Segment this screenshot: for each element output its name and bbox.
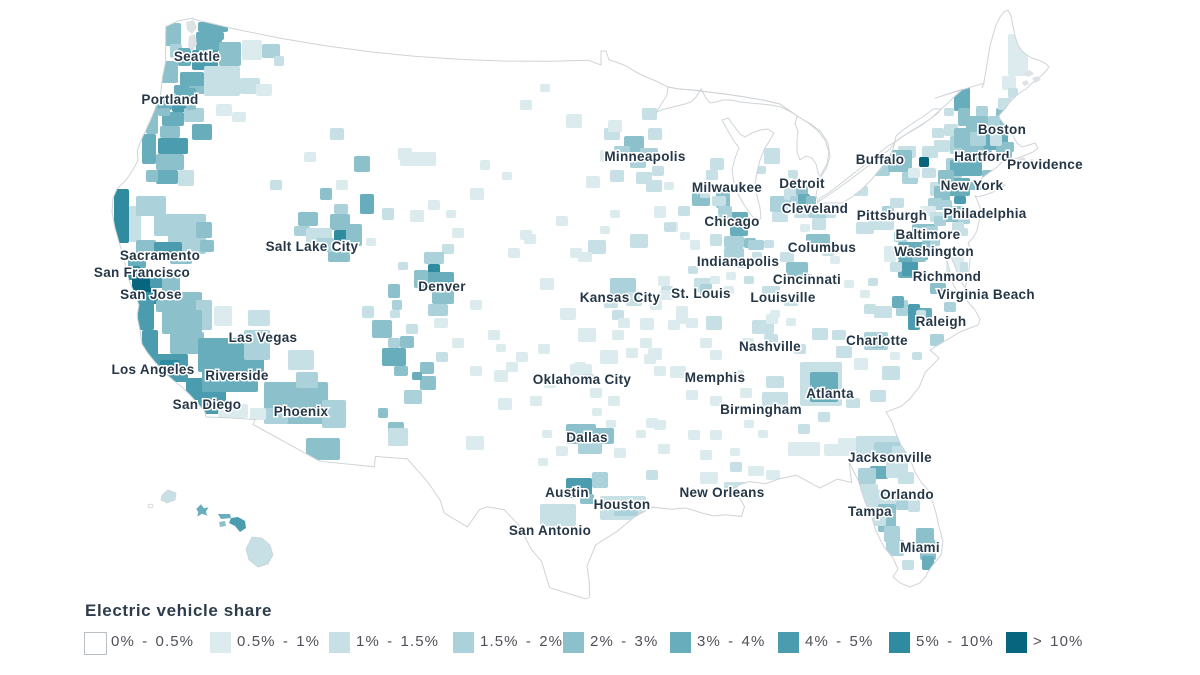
- svg-text:Buffalo: Buffalo: [856, 152, 905, 167]
- svg-text:Raleigh: Raleigh: [916, 314, 967, 329]
- svg-text:Oklahoma City: Oklahoma City: [533, 372, 632, 387]
- svg-text:San Jose: San Jose: [120, 287, 182, 302]
- svg-text:Salt Lake City: Salt Lake City: [266, 239, 359, 254]
- svg-text:Houston: Houston: [594, 497, 651, 512]
- svg-text:Louisville: Louisville: [750, 290, 815, 305]
- svg-text:New Orleans: New Orleans: [679, 485, 764, 500]
- svg-text:Pittsburgh: Pittsburgh: [857, 208, 928, 223]
- svg-text:Boston: Boston: [978, 122, 1026, 137]
- svg-text:Birmingham: Birmingham: [720, 402, 802, 417]
- svg-text:Nashville: Nashville: [739, 339, 801, 354]
- svg-text:Jacksonville: Jacksonville: [848, 450, 932, 465]
- svg-text:St. Louis: St. Louis: [671, 286, 731, 301]
- svg-text:Cincinnati: Cincinnati: [773, 272, 841, 287]
- svg-text:Austin: Austin: [545, 485, 589, 500]
- svg-text:Sacramento: Sacramento: [120, 248, 200, 263]
- svg-text:Miami: Miami: [900, 540, 940, 555]
- svg-text:New York: New York: [941, 178, 1004, 193]
- svg-text:Hartford: Hartford: [954, 149, 1010, 164]
- svg-text:San Francisco: San Francisco: [94, 265, 190, 280]
- svg-text:Memphis: Memphis: [685, 370, 746, 385]
- svg-text:Charlotte: Charlotte: [846, 333, 908, 348]
- svg-text:Riverside: Riverside: [205, 368, 269, 383]
- svg-text:Seattle: Seattle: [174, 49, 221, 64]
- svg-text:Los Angeles: Los Angeles: [111, 362, 194, 377]
- svg-text:Chicago: Chicago: [704, 214, 759, 229]
- svg-text:Philadelphia: Philadelphia: [943, 206, 1026, 221]
- svg-text:Portland: Portland: [141, 92, 198, 107]
- svg-text:Indianapolis: Indianapolis: [697, 254, 779, 269]
- svg-text:Detroit: Detroit: [779, 176, 825, 191]
- svg-text:Columbus: Columbus: [788, 240, 856, 255]
- svg-text:Denver: Denver: [418, 279, 466, 294]
- svg-text:San Diego: San Diego: [173, 397, 242, 412]
- svg-text:Washington: Washington: [894, 244, 974, 259]
- svg-text:Atlanta: Atlanta: [806, 386, 854, 401]
- svg-text:Milwaukee: Milwaukee: [692, 180, 762, 195]
- svg-text:Baltimore: Baltimore: [896, 227, 961, 242]
- svg-text:Cleveland: Cleveland: [782, 201, 848, 216]
- svg-text:Richmond: Richmond: [913, 269, 981, 284]
- svg-text:Minneapolis: Minneapolis: [604, 149, 685, 164]
- svg-text:Las Vegas: Las Vegas: [229, 330, 298, 345]
- svg-text:Providence: Providence: [1007, 157, 1083, 172]
- svg-text:Tampa: Tampa: [848, 504, 892, 519]
- svg-text:Kansas City: Kansas City: [580, 290, 661, 305]
- svg-text:Virginia Beach: Virginia Beach: [937, 287, 1035, 302]
- svg-text:San Antonio: San Antonio: [509, 523, 591, 538]
- svg-text:Orlando: Orlando: [880, 487, 934, 502]
- svg-text:Dallas: Dallas: [566, 430, 608, 445]
- svg-text:Phoenix: Phoenix: [274, 404, 329, 419]
